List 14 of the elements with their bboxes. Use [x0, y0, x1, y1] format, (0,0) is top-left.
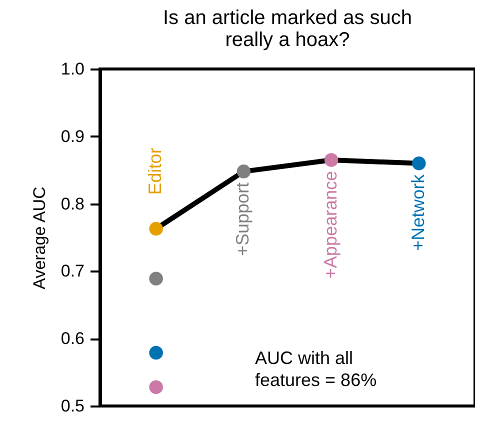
y-tick-label: 0.5 — [60, 396, 84, 416]
x-tick-label: +Support — [232, 182, 253, 256]
y-tick-label: 0.8 — [60, 194, 84, 214]
chart-title: Is an article marked as such really a hoax? — [163, 7, 412, 51]
x-tick-label: +Network — [408, 173, 428, 251]
x-tick-label: +Appearance — [320, 170, 340, 279]
point — [149, 222, 163, 236]
x-tick-label: Editor — [145, 148, 166, 195]
y-axis-title: Average AUC — [30, 186, 49, 290]
y-tick-label: 0.7 — [60, 262, 84, 281]
y-tick-label: 1.0 — [60, 60, 84, 78]
y-tick-label: 0.6 — [60, 329, 84, 348]
annotation: AUC with all features = 86% — [255, 348, 377, 390]
y-tick-label: 0.9 — [60, 126, 84, 146]
